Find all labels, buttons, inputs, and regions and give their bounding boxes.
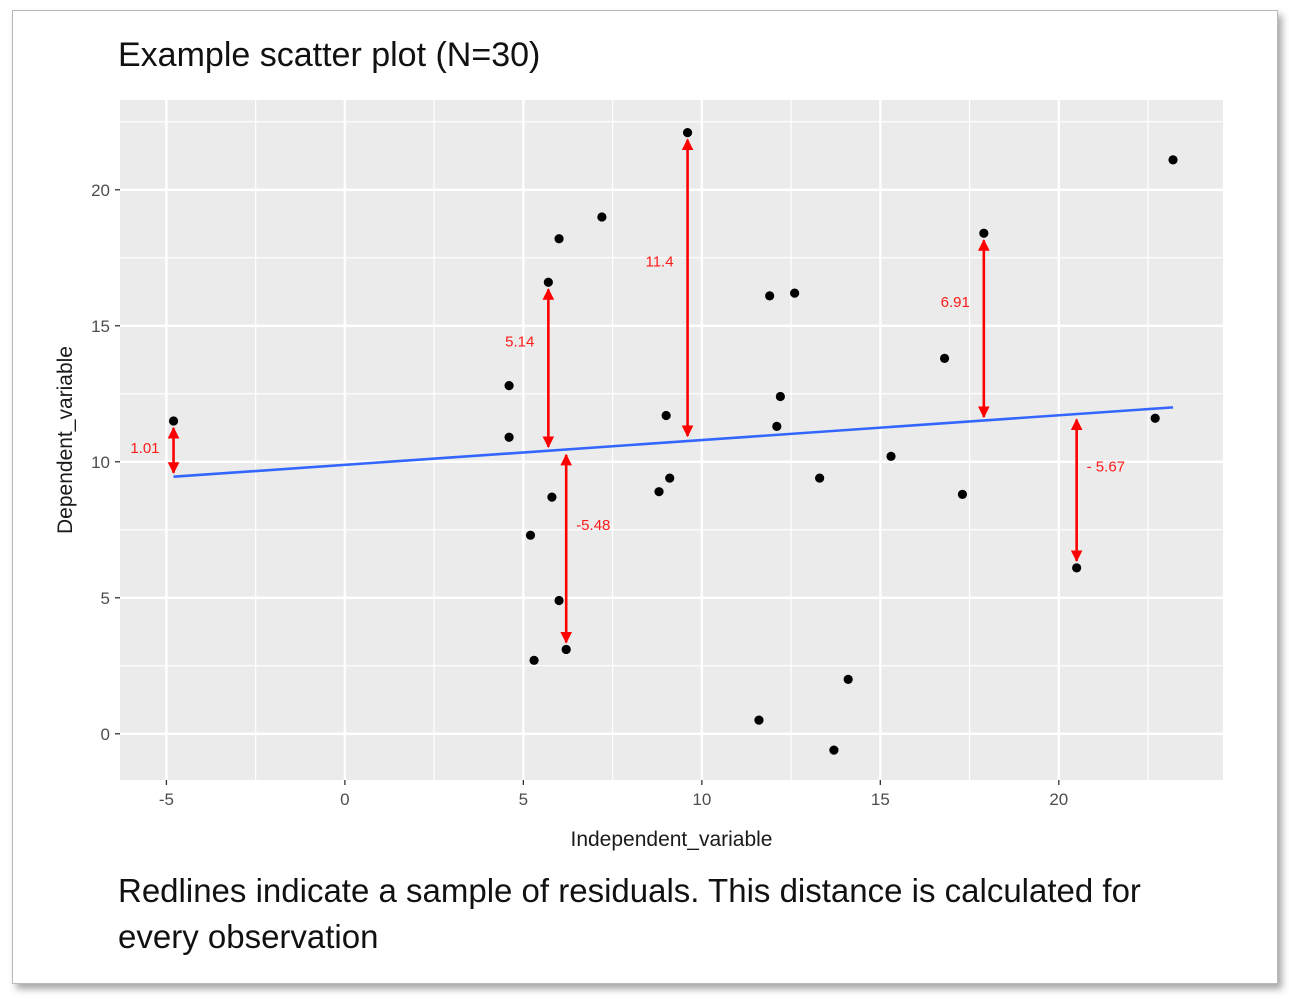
data-point xyxy=(597,212,607,222)
y-tick-label: 20 xyxy=(91,181,110,200)
data-point xyxy=(504,432,514,442)
data-point xyxy=(682,128,693,138)
data-point xyxy=(815,473,825,483)
data-point xyxy=(939,353,950,363)
data-point xyxy=(554,595,564,606)
data-point xyxy=(554,234,564,244)
residual-label: -5.48 xyxy=(576,517,610,534)
data-point xyxy=(843,674,853,684)
residual-label: - 5.67 xyxy=(1087,459,1125,476)
data-point xyxy=(1072,563,1082,573)
data-point xyxy=(525,530,536,540)
plot-panel xyxy=(120,100,1223,780)
x-axis-title: Independent_variable xyxy=(570,828,772,851)
chart-title: Example scatter plot (N=30) xyxy=(118,36,541,74)
data-point xyxy=(765,291,775,301)
x-tick-label: 20 xyxy=(1049,790,1068,809)
data-point xyxy=(886,451,896,461)
data-point xyxy=(1168,155,1178,165)
y-axis-title: Dependent_variable xyxy=(54,346,77,534)
data-point xyxy=(654,487,664,497)
data-point xyxy=(772,421,782,431)
data-point xyxy=(829,745,839,755)
data-point xyxy=(168,416,179,426)
data-point xyxy=(957,489,968,499)
data-points xyxy=(168,128,1178,755)
residual-label: 5.14 xyxy=(505,334,534,351)
data-point xyxy=(561,644,571,655)
y-tick-label: 15 xyxy=(91,317,110,336)
data-point xyxy=(775,391,785,402)
y-axis-ticks: 0 5 10 15 20 xyxy=(91,181,120,744)
x-tick-label: 10 xyxy=(692,790,711,809)
y-tick-label: 10 xyxy=(91,453,110,472)
data-point xyxy=(790,288,800,298)
data-point xyxy=(661,410,671,421)
data-point xyxy=(529,655,539,665)
x-tick-label: 0 xyxy=(340,790,349,809)
x-tick-label: 5 xyxy=(519,790,528,809)
y-tick-label: 0 xyxy=(101,725,110,744)
data-point xyxy=(543,277,553,287)
regression-line xyxy=(173,406,1174,479)
residual-label: 11.4 xyxy=(645,253,673,270)
caption-text: Redlines indicate a sample of residuals.… xyxy=(118,872,1141,955)
x-tick-label: -5 xyxy=(159,790,174,809)
residual-label: 1.01 xyxy=(130,440,159,457)
residual-label: 6.91 xyxy=(941,294,970,311)
data-point xyxy=(979,228,989,238)
data-point xyxy=(665,473,675,483)
data-point xyxy=(754,715,764,725)
x-tick-label: 15 xyxy=(871,790,890,809)
grid-lines xyxy=(120,100,1223,780)
data-point xyxy=(1150,413,1160,423)
x-axis-ticks: -5 0 5 10 15 20 xyxy=(159,780,1068,809)
data-point xyxy=(504,381,514,391)
y-tick-label: 5 xyxy=(101,589,110,608)
residual-arrows: 1.01 5.14 -5.48 11.4 6.91 - 5.67 xyxy=(130,138,1125,644)
data-point xyxy=(547,492,557,502)
